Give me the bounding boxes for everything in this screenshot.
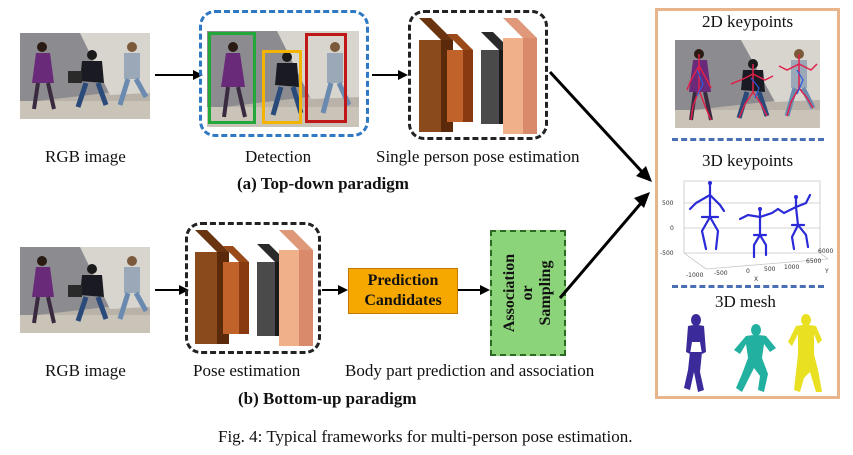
figure-caption: Fig. 4: Typical frameworks for multi-per…	[218, 427, 633, 446]
axis-y-name: Y	[824, 268, 829, 275]
association-sampling-box: Association or Sampling	[490, 230, 566, 356]
spe-frame	[408, 10, 548, 140]
spe-network-icon	[419, 18, 537, 134]
detection-frame	[199, 10, 369, 137]
kp3d-plot: 500 0 -500 -1000 -500 0 500 1000 6500 60…	[660, 173, 836, 283]
prediction-candidates-box: Prediction Candidates	[348, 268, 458, 314]
detection-label: Detection	[245, 147, 312, 166]
bbox-yellow	[262, 50, 302, 124]
xtick-0: 0	[746, 268, 750, 275]
mesh-label: 3D mesh	[715, 292, 776, 311]
kp2d-label: 2D keypoints	[702, 12, 794, 31]
mesh-figures	[672, 312, 832, 396]
rgb-image-bottom-label: RGB image	[45, 361, 126, 380]
spe-label: Single person pose estimation	[376, 147, 580, 166]
pose-estimation-label: Pose estimation	[193, 361, 301, 380]
ytick-neg500: -500	[660, 250, 674, 257]
pose-frame	[185, 222, 321, 354]
rgb-image-top	[20, 33, 150, 119]
kp3d-label: 3D keypoints	[702, 151, 794, 170]
bottom-up-paradigm-label: (b) Bottom-up paradigm	[238, 389, 417, 408]
association-word: Association	[501, 253, 519, 333]
ztick-6000: 6000	[818, 248, 833, 255]
arrow-rgb-to-detection	[155, 70, 203, 80]
kp2d-image	[675, 40, 820, 128]
bbox-green	[208, 32, 256, 124]
arrow-detection-to-spe	[372, 70, 408, 80]
axis-x-name: X	[754, 276, 758, 283]
arrow-pose-to-prediction	[322, 285, 348, 295]
arrow-prediction-to-association	[458, 285, 490, 295]
or-word: or	[519, 285, 537, 301]
rgb-image-top-label: RGB image	[45, 147, 126, 166]
ztick-6500: 6500	[806, 258, 821, 265]
xtick-500: 500	[764, 266, 776, 273]
xtick-1000: 1000	[784, 264, 799, 271]
ytick-500: 500	[662, 200, 674, 207]
arrow-rgb-to-pose	[155, 285, 189, 295]
bbox-red	[305, 33, 347, 123]
separator-2	[672, 285, 824, 288]
body-part-label: Body part prediction and association	[345, 361, 595, 380]
rgb-image-bottom	[20, 247, 150, 333]
ytick-0: 0	[670, 225, 674, 232]
arrows-to-outputs	[548, 70, 652, 299]
top-down-paradigm-label: (a) Top-down paradigm	[237, 174, 409, 193]
pose-network-icon	[195, 230, 313, 346]
xtick-neg1000: -1000	[686, 272, 704, 279]
separator-1	[672, 138, 824, 141]
xtick-neg500: -500	[714, 270, 728, 277]
